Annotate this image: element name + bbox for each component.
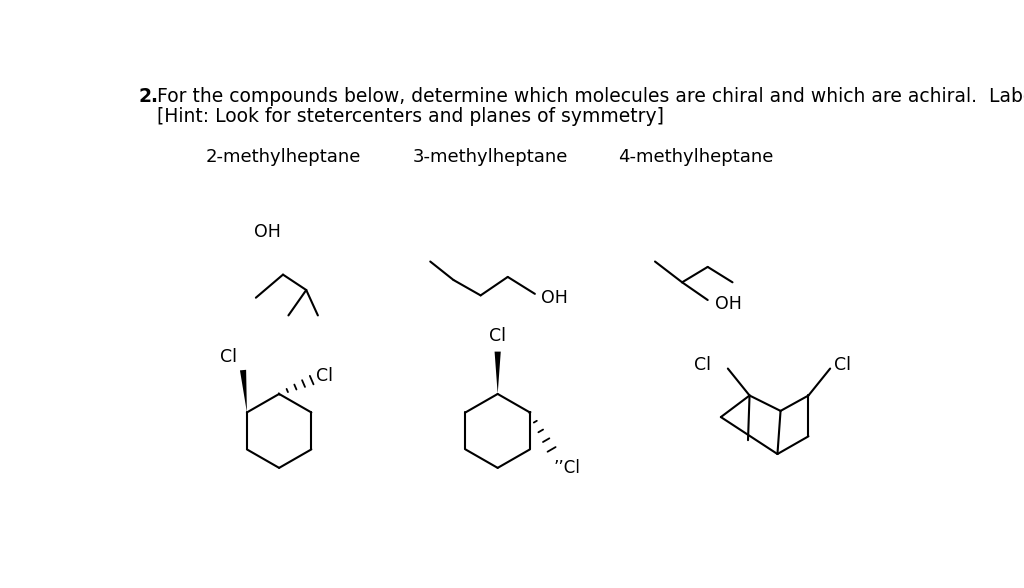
Text: Cl: Cl	[315, 368, 333, 385]
Text: Cl: Cl	[489, 328, 506, 345]
Text: Cl: Cl	[220, 348, 237, 366]
Text: Cl: Cl	[694, 356, 711, 374]
Text: 2.: 2.	[139, 88, 159, 106]
Text: OH: OH	[716, 295, 742, 313]
Text: OH: OH	[541, 289, 568, 307]
Text: For the compounds below, determine which molecules are chiral and which are achi: For the compounds below, determine which…	[158, 88, 1024, 106]
Polygon shape	[495, 352, 501, 394]
Text: OH: OH	[254, 223, 281, 242]
Text: Cl: Cl	[834, 356, 851, 374]
Polygon shape	[240, 370, 247, 412]
Text: 2-methylheptane: 2-methylheptane	[206, 148, 360, 166]
Text: [Hint: Look for stetercenters and planes of symmetry]: [Hint: Look for stetercenters and planes…	[158, 107, 665, 126]
Text: 4-methylheptane: 4-methylheptane	[617, 148, 773, 166]
Text: 3-methylheptane: 3-methylheptane	[413, 148, 568, 166]
Text: ’’Cl: ’’Cl	[553, 459, 580, 477]
